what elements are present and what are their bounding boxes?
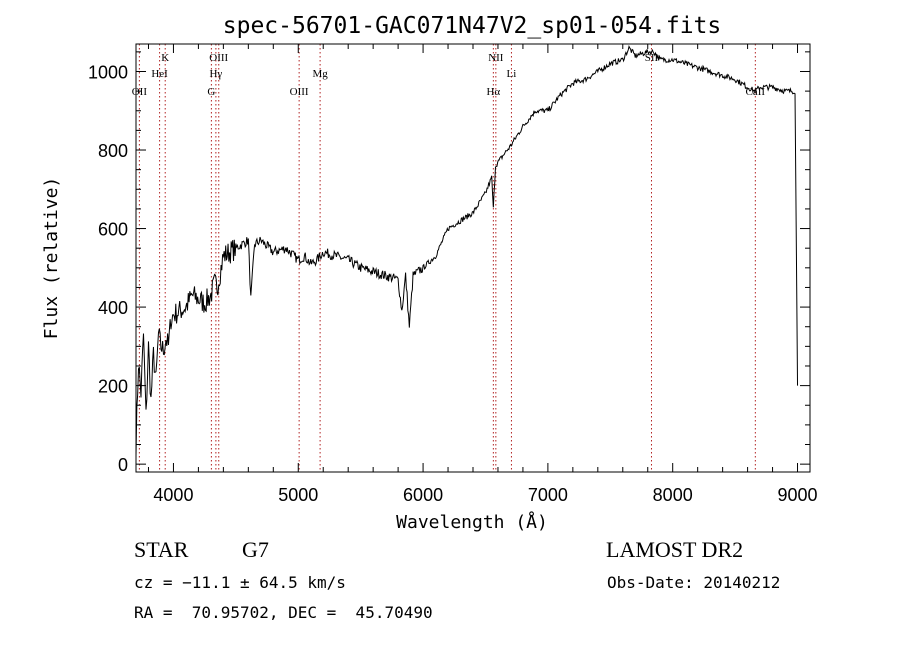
marker-label: CaII (746, 86, 766, 98)
marker-label: SII (645, 52, 659, 64)
marker-label: G (207, 86, 215, 98)
x-tick-label: 5000 (278, 485, 318, 505)
marker-label: Li (507, 68, 517, 80)
x-axis: 4000 5000 6000 7000 8000 9000 (147, 44, 818, 505)
x-tick-label: 8000 (653, 485, 693, 505)
marker-lines (138, 44, 756, 472)
x-tick-label: 7000 (528, 485, 568, 505)
x-tick-label: 4000 (153, 485, 193, 505)
x-tick-label: 6000 (403, 485, 443, 505)
spectrum-line (135, 44, 799, 457)
marker-label: OIII (290, 86, 309, 98)
spectral-subclass: G7 (242, 537, 269, 562)
y-tick-label: 200 (98, 377, 128, 397)
marker-label: OIII (209, 52, 228, 64)
obs-date: Obs-Date: 20140212 (607, 573, 781, 592)
y-tick-label: 0 (118, 455, 128, 475)
plot-frame (135, 43, 811, 473)
y-tick-label: 600 (98, 220, 128, 240)
y-axis: 0 200 400 600 800 1000 (88, 51, 810, 475)
spectrum-series (135, 44, 799, 457)
chart-title: spec-56701-GAC071N47V2_sp01-054.fits (223, 13, 722, 39)
marker-label: Hγ (209, 68, 222, 80)
marker-label: OII (132, 86, 148, 98)
marker-label: Hα (486, 86, 500, 98)
y-tick-label: 400 (98, 298, 128, 318)
y-axis-label: Flux (relative) (41, 177, 62, 340)
x-tick-label: 9000 (777, 485, 817, 505)
y-tick-label: 1000 (88, 62, 128, 82)
marker-label: HeI (151, 68, 168, 80)
redshift-line: cz = −11.1 ± 64.5 km/s (134, 573, 346, 592)
marker-label: NII (488, 52, 504, 64)
marker-label: K (161, 52, 169, 64)
coordinates: RA = 70.95702, DEC = 45.70490 (134, 603, 433, 622)
object-type: STAR (134, 537, 189, 562)
survey-name: LAMOST DR2 (606, 537, 744, 562)
marker-label: Mg (312, 68, 328, 80)
x-axis-label: Wavelength (Å) (396, 511, 548, 533)
y-tick-label: 800 (98, 141, 128, 161)
